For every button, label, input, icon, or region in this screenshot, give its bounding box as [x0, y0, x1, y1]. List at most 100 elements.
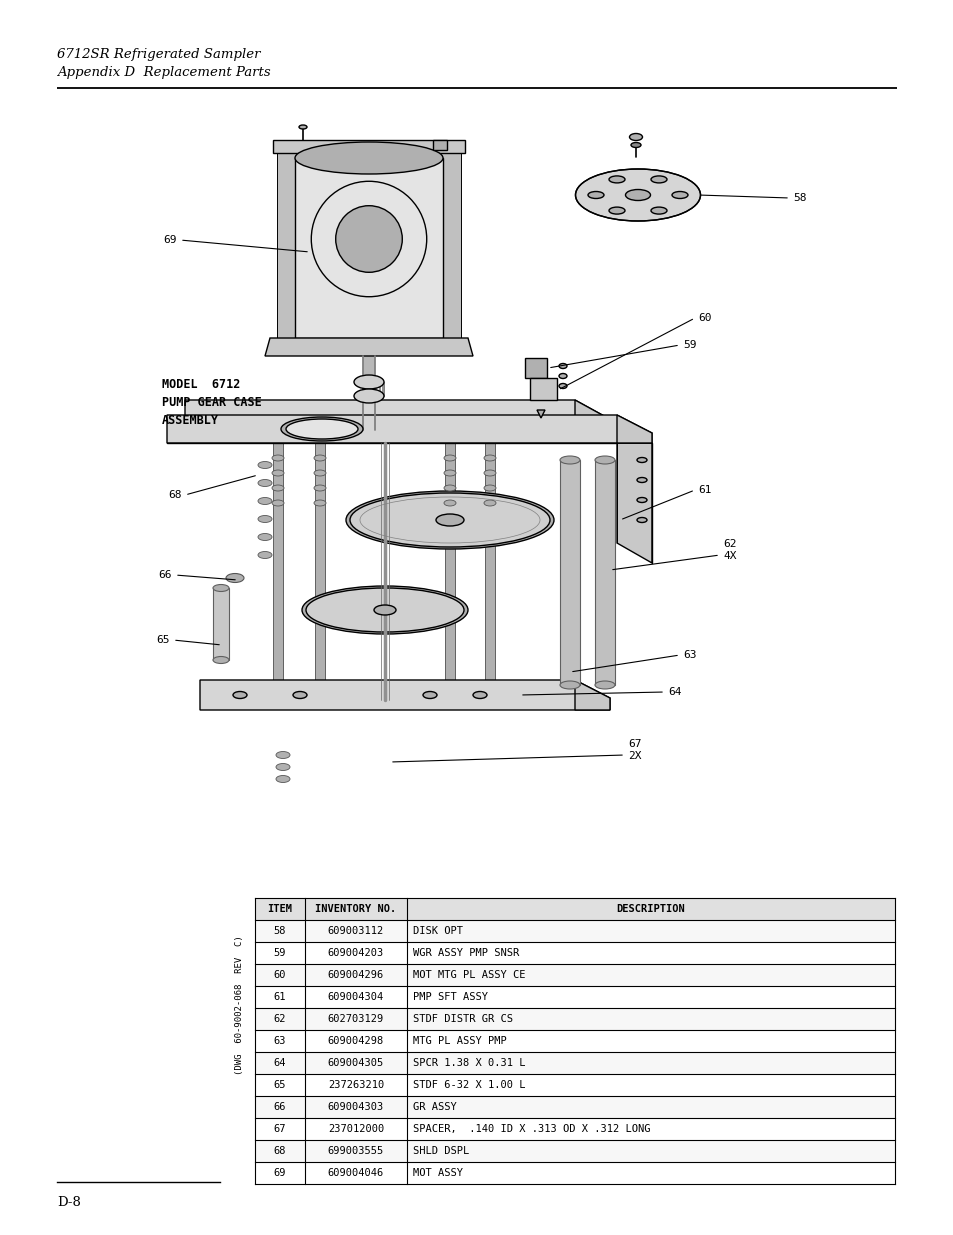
Text: 237263210: 237263210 [328, 1079, 384, 1091]
Ellipse shape [483, 454, 496, 461]
Text: 67: 67 [274, 1124, 286, 1134]
Ellipse shape [314, 471, 326, 475]
Bar [254, 1074, 894, 1095]
Ellipse shape [314, 454, 326, 461]
Ellipse shape [213, 584, 229, 592]
Ellipse shape [311, 182, 426, 296]
Bar [254, 1095, 894, 1118]
Ellipse shape [637, 457, 646, 462]
Ellipse shape [443, 471, 456, 475]
Ellipse shape [443, 500, 456, 506]
Polygon shape [200, 680, 609, 710]
Ellipse shape [257, 479, 272, 487]
Text: 60: 60 [274, 969, 286, 981]
Bar [254, 942, 894, 965]
Ellipse shape [650, 175, 666, 183]
Ellipse shape [671, 191, 687, 199]
Ellipse shape [314, 485, 326, 492]
Text: 59: 59 [274, 948, 286, 958]
Text: 609003112: 609003112 [328, 926, 384, 936]
Text: MTG PL ASSY PMP: MTG PL ASSY PMP [413, 1036, 506, 1046]
Ellipse shape [354, 375, 384, 389]
Ellipse shape [257, 515, 272, 522]
Ellipse shape [608, 175, 624, 183]
Ellipse shape [213, 657, 229, 663]
Text: MOT ASSY: MOT ASSY [413, 1168, 462, 1178]
Text: 64: 64 [274, 1058, 286, 1068]
Polygon shape [167, 415, 651, 443]
Polygon shape [530, 378, 557, 400]
Ellipse shape [257, 498, 272, 505]
Ellipse shape [558, 384, 566, 389]
Text: 609004305: 609004305 [328, 1058, 384, 1068]
Text: SPCR 1.38 X 0.31 L: SPCR 1.38 X 0.31 L [413, 1058, 525, 1068]
Text: 63: 63 [274, 1036, 286, 1046]
Ellipse shape [272, 500, 284, 506]
Ellipse shape [473, 692, 486, 699]
Text: 69: 69 [163, 235, 177, 245]
Ellipse shape [286, 419, 357, 438]
Polygon shape [273, 140, 464, 153]
Bar [433, 140, 447, 149]
Polygon shape [294, 158, 442, 338]
Ellipse shape [608, 207, 624, 214]
Ellipse shape [595, 680, 615, 689]
Polygon shape [276, 153, 460, 348]
Text: SHLD DSPL: SHLD DSPL [413, 1146, 469, 1156]
Polygon shape [484, 443, 495, 690]
Text: STDF 6-32 X 1.00 L: STDF 6-32 X 1.00 L [413, 1079, 525, 1091]
Text: 609004303: 609004303 [328, 1102, 384, 1112]
Polygon shape [265, 338, 473, 356]
Text: 64: 64 [667, 687, 680, 697]
Bar [254, 965, 894, 986]
Ellipse shape [335, 206, 402, 272]
Bar [254, 1030, 894, 1052]
Polygon shape [537, 410, 544, 417]
Ellipse shape [558, 363, 566, 368]
Ellipse shape [630, 142, 640, 147]
Polygon shape [524, 358, 546, 378]
Text: 58: 58 [274, 926, 286, 936]
Bar [254, 1162, 894, 1184]
Polygon shape [213, 588, 229, 659]
Ellipse shape [443, 454, 456, 461]
Ellipse shape [294, 142, 442, 174]
Ellipse shape [483, 471, 496, 475]
Text: 609004203: 609004203 [328, 948, 384, 958]
Text: 67
2X: 67 2X [627, 740, 640, 761]
Text: MODEL  6712
PUMP GEAR CASE
ASSEMBLY: MODEL 6712 PUMP GEAR CASE ASSEMBLY [162, 378, 261, 427]
Ellipse shape [559, 680, 579, 689]
Text: 60: 60 [698, 312, 711, 324]
Ellipse shape [637, 498, 646, 503]
Ellipse shape [436, 514, 463, 526]
Text: 58: 58 [792, 193, 805, 203]
Ellipse shape [629, 133, 641, 141]
Polygon shape [559, 459, 579, 685]
Text: PMP SFT ASSY: PMP SFT ASSY [413, 992, 488, 1002]
Text: 609004296: 609004296 [328, 969, 384, 981]
Text: MOT MTG PL ASSY CE: MOT MTG PL ASSY CE [413, 969, 525, 981]
Text: 609004298: 609004298 [328, 1036, 384, 1046]
Ellipse shape [559, 456, 579, 464]
Ellipse shape [637, 478, 646, 483]
Text: 6712SR Refrigerated Sampler: 6712SR Refrigerated Sampler [57, 48, 260, 61]
Text: 61: 61 [274, 992, 286, 1002]
Text: 65: 65 [156, 635, 170, 645]
Text: GR ASSY: GR ASSY [413, 1102, 456, 1112]
Text: 66: 66 [274, 1102, 286, 1112]
Bar [254, 920, 894, 942]
Text: WGR ASSY PMP SNSR: WGR ASSY PMP SNSR [413, 948, 518, 958]
Polygon shape [617, 415, 651, 443]
Bar [254, 1140, 894, 1162]
Text: 609004304: 609004304 [328, 992, 384, 1002]
Text: 237012000: 237012000 [328, 1124, 384, 1134]
Ellipse shape [595, 456, 615, 464]
Ellipse shape [443, 485, 456, 492]
Ellipse shape [272, 485, 284, 492]
Ellipse shape [257, 552, 272, 558]
Ellipse shape [575, 169, 700, 221]
Text: D-8: D-8 [57, 1195, 81, 1209]
Bar [254, 1118, 894, 1140]
Text: Appendix D  Replacement Parts: Appendix D Replacement Parts [57, 65, 271, 79]
Text: 62: 62 [274, 1014, 286, 1024]
